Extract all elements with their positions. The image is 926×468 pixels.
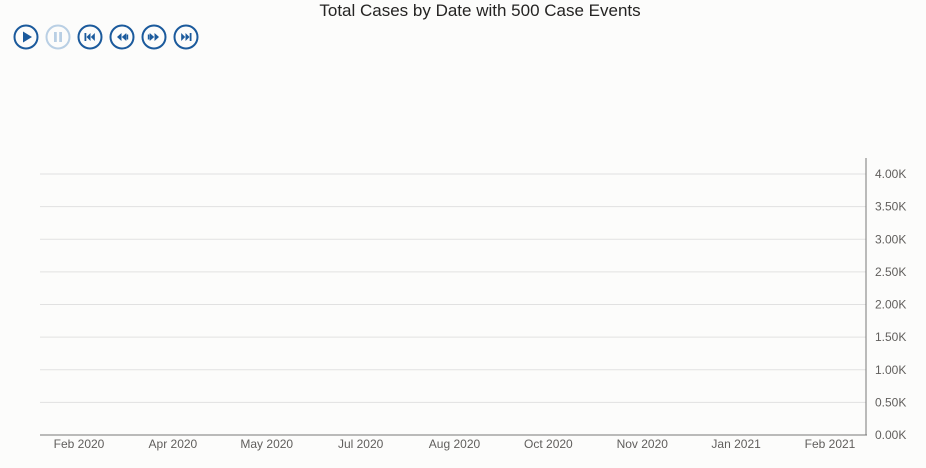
skip-to-start-button[interactable] — [77, 24, 103, 50]
step-forward-button[interactable] — [141, 24, 167, 50]
x-tick-label: Feb 2021 — [805, 437, 856, 451]
chart-title: Total Cases by Date with 500 Case Events — [319, 1, 641, 20]
pause-button[interactable] — [45, 24, 71, 50]
step-back-icon — [109, 24, 135, 50]
skip-to-end-button[interactable] — [173, 24, 199, 50]
play-button[interactable] — [13, 24, 39, 50]
x-tick-label: Feb 2020 — [54, 437, 105, 451]
y-tick-label: 0.50K — [875, 395, 906, 409]
x-tick-label: Oct 2020 — [524, 437, 573, 451]
y-tick-label: 2.50K — [875, 265, 906, 279]
x-tick-label: Jan 2021 — [711, 437, 761, 451]
x-tick-label: Nov 2020 — [617, 437, 669, 451]
x-tick-label: Apr 2020 — [149, 437, 198, 451]
skip-to-start-icon — [77, 24, 103, 50]
playback-controls — [13, 24, 199, 52]
pause-icon — [45, 24, 71, 50]
x-tick-label: May 2020 — [240, 437, 293, 451]
step-forward-icon — [141, 24, 167, 50]
x-tick-label: Jul 2020 — [338, 437, 384, 451]
y-tick-label: 4.00K — [875, 167, 906, 181]
skip-to-end-icon — [173, 24, 199, 50]
x-tick-label: Aug 2020 — [429, 437, 481, 451]
y-tick-label: 2.00K — [875, 298, 906, 312]
y-tick-label: 1.00K — [875, 363, 906, 377]
y-tick-label: 3.00K — [875, 232, 906, 246]
step-back-button[interactable] — [109, 24, 135, 50]
play-icon — [13, 24, 39, 50]
y-tick-label: 1.50K — [875, 330, 906, 344]
y-tick-label: 0.00K — [875, 428, 906, 442]
y-tick-label: 3.50K — [875, 200, 906, 214]
